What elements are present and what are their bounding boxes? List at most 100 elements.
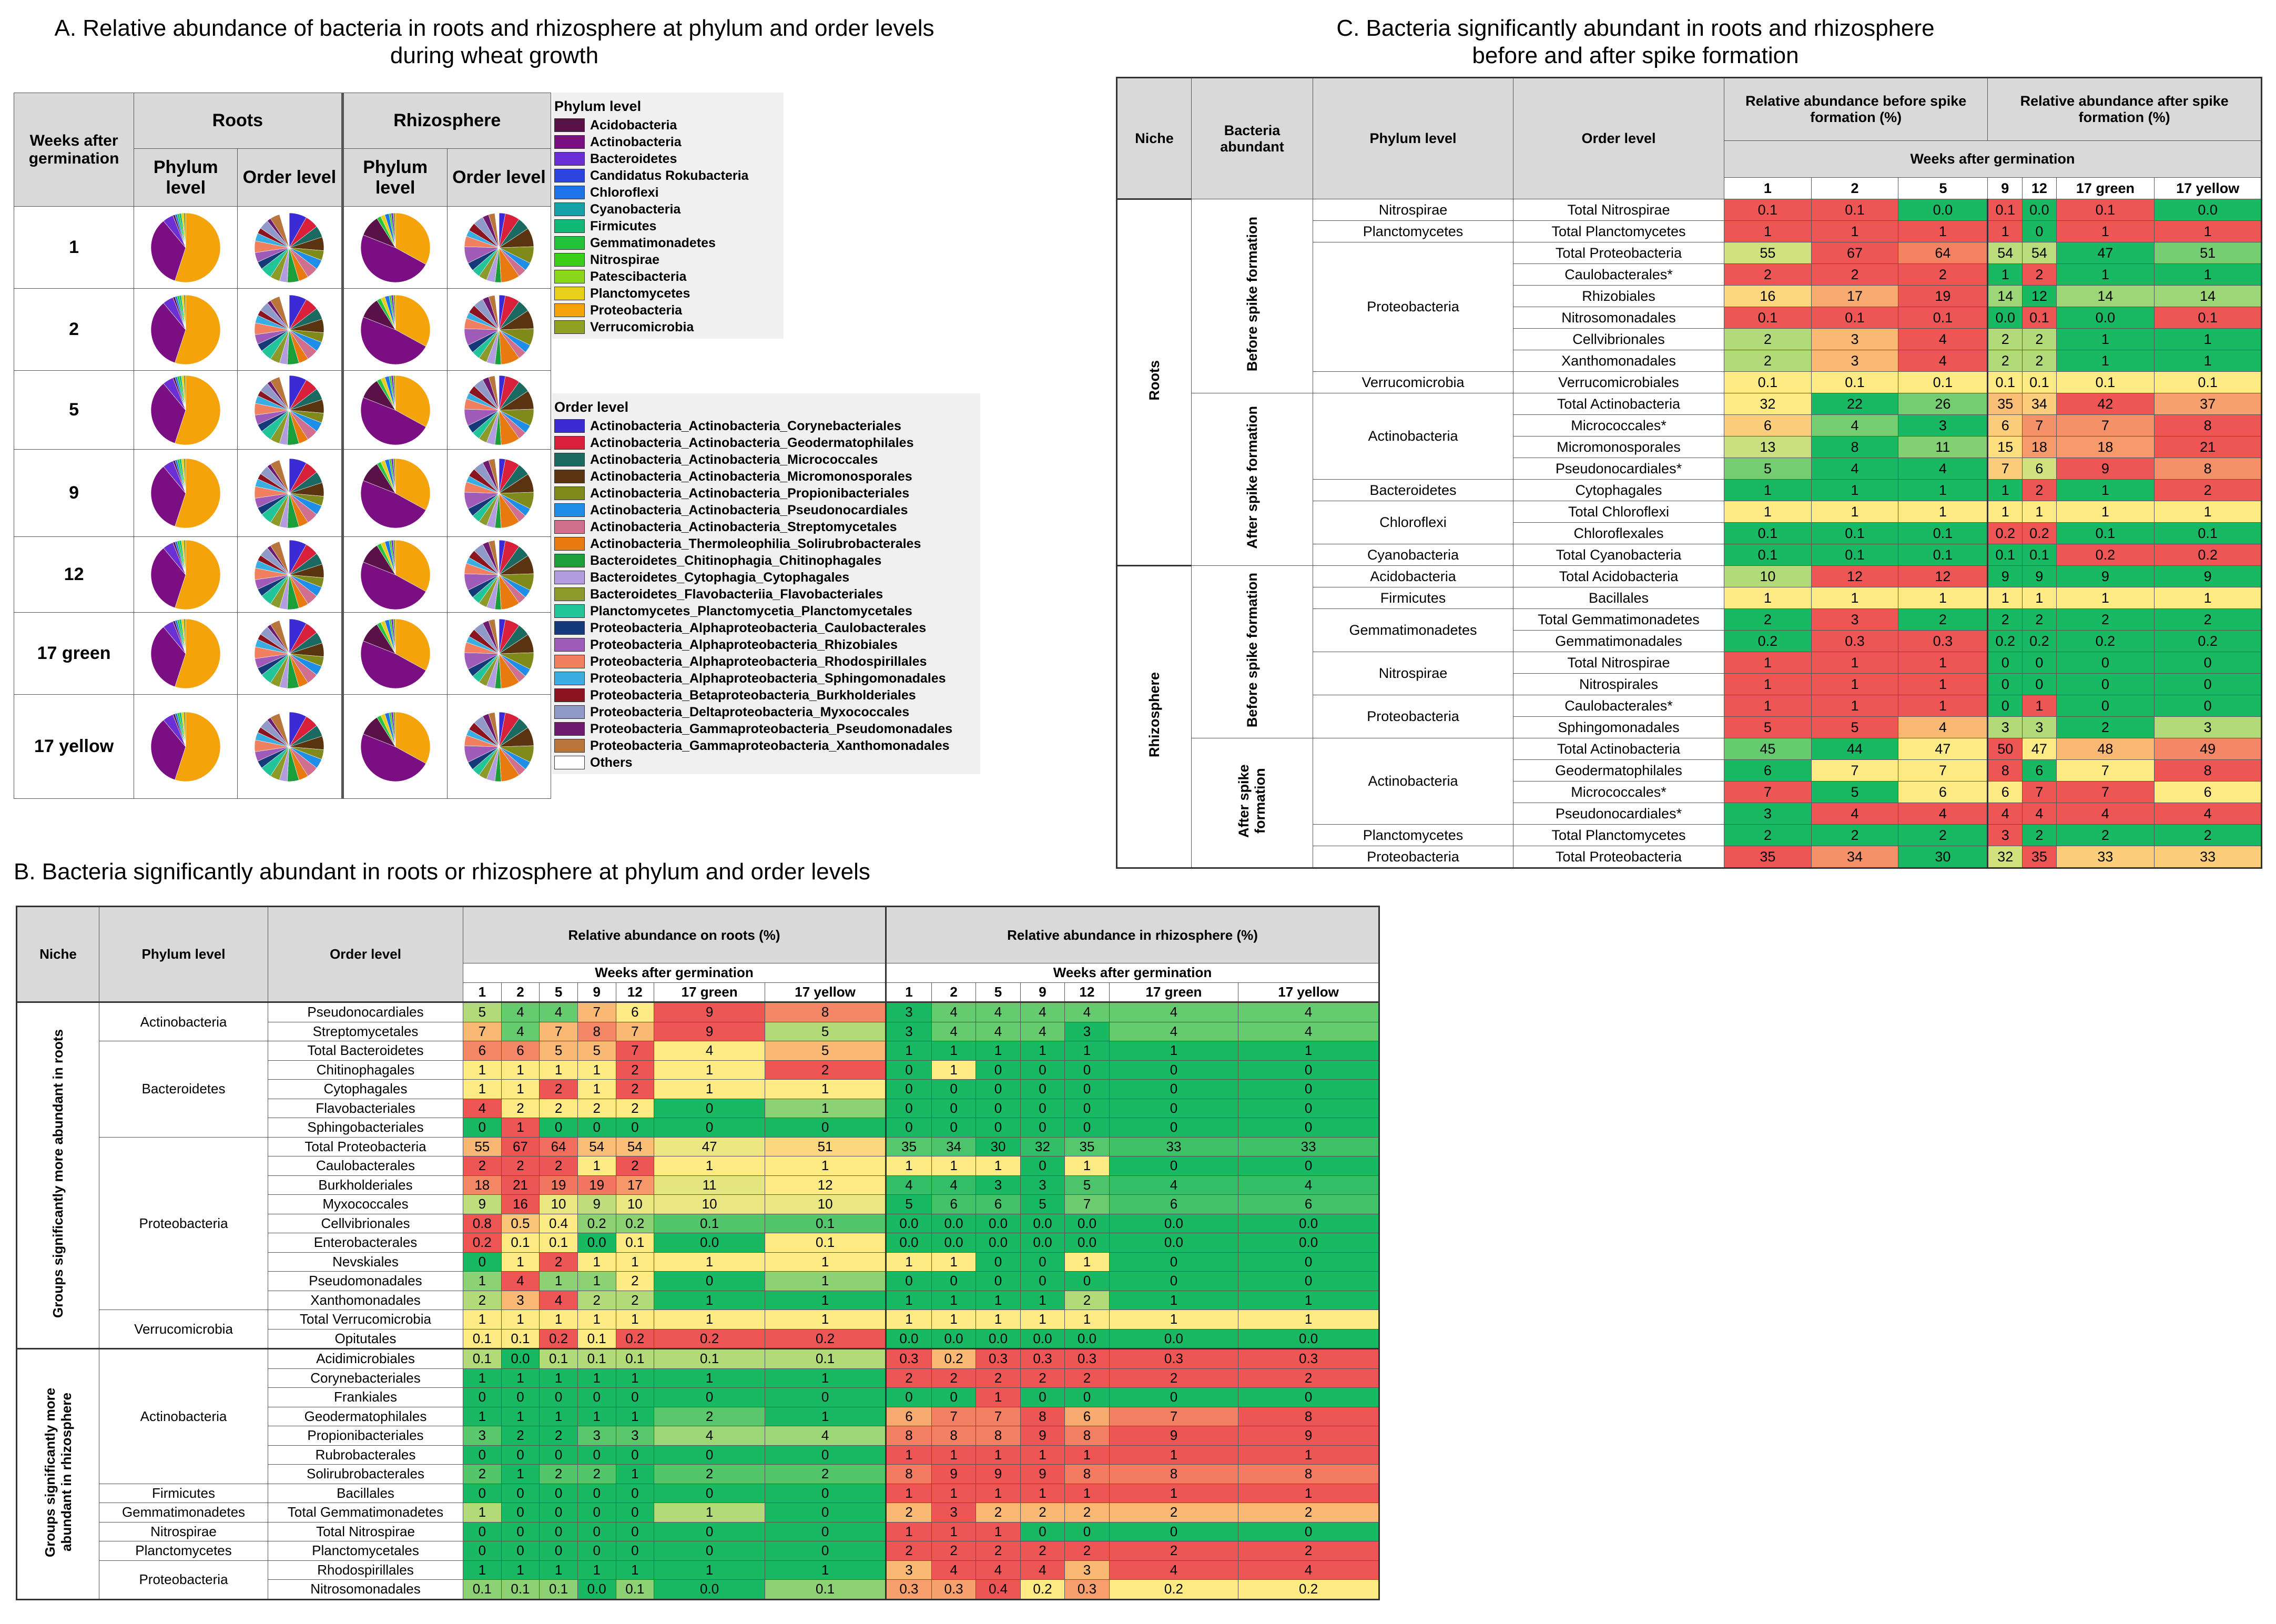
legend-swatch <box>554 537 585 551</box>
b-order-cell: Rhodospirillales <box>268 1560 463 1580</box>
c-value-cell: 0.1 <box>1811 522 1899 544</box>
b-rhizo-value: 8 <box>1064 1426 1110 1446</box>
b-rhizo-value: 1 <box>1020 1041 1065 1061</box>
c-order-cell: Xanthomonadales <box>1513 350 1724 372</box>
b-roots-value: 1 <box>463 1310 502 1329</box>
rhizo-phylum-pie-slice <box>395 712 430 764</box>
roots-phylum-pie-slice <box>150 302 186 363</box>
legend-item: Actinobacteria_Actinobacteria_Micromonos… <box>554 468 980 485</box>
legend-label: Chloroflexi <box>590 185 659 200</box>
c-phylum-cell: Acidobacteria <box>1313 565 1513 587</box>
b-order-cell: Nitrosomonadales <box>268 1579 463 1600</box>
b-rhizo-value: 2 <box>1238 1541 1379 1561</box>
b-roots-value: 1 <box>654 1560 766 1580</box>
c-row: Proteobacteria Caulobacterales* 1 1 1 0 1 0 0 <box>1117 695 2262 738</box>
legend-label: Cyanobacteria <box>590 201 681 217</box>
c-phylum-cell: Cyanobacteria <box>1313 544 1513 566</box>
b-rhizo-value: 0.0 <box>931 1328 977 1349</box>
b-roots-value: 0 <box>463 1521 502 1541</box>
b-row: Burkholderiales 18 21 19 19 17 11 12 4 4 3 3 5 4 4 <box>17 1175 1379 1195</box>
b-week-col: 17 green <box>654 982 766 1002</box>
b-rhizo-value: 2 <box>1064 1503 1110 1522</box>
c-value-cell: 1 <box>1811 673 1899 695</box>
b-order-cell: Xanthomonadales <box>268 1290 463 1310</box>
b-order-cell: Total Nitrospirae <box>268 1521 463 1541</box>
legend-swatch <box>554 236 585 250</box>
b-phylum-cell: Proteobacteria <box>99 1136 268 1310</box>
c-value-cell: 0.1 <box>2056 199 2155 221</box>
b-roots-value: 1 <box>615 1368 655 1388</box>
b-rhizo-value: 3 <box>886 1021 932 1041</box>
legend-swatch <box>554 470 585 483</box>
c-phylum-cell: Chloroflexi <box>1313 501 1513 544</box>
legend-label: Planctomycetes_Planctomycetia_Planctomyc… <box>590 603 912 618</box>
b-roots-value: 0 <box>501 1541 540 1561</box>
c-row: Pseudonocardiales* 5 4 4 7 6 9 8 <box>1117 458 2262 480</box>
b-rhizo-value: 5 <box>1064 1175 1110 1195</box>
c-value-cell: 54 <box>1987 242 2023 264</box>
b-roots-value: 2 <box>539 1079 578 1099</box>
b-roots-value: 2 <box>539 1098 578 1118</box>
b-rhizo-value: 8 <box>886 1426 932 1446</box>
c-row: Nitrospirae Total Nitrospirae 1 1 1 0 0 0 0 <box>1117 652 2262 695</box>
pie-row: 17 yellow <box>13 694 552 799</box>
roots-phylum-pie <box>150 295 221 364</box>
c-value-cell: 0.2 <box>2056 544 2155 566</box>
b-rhizo-value: 0.3 <box>976 1348 1021 1369</box>
b-roots-value: 0.1 <box>765 1213 887 1233</box>
c-value-cell: 32 <box>1724 393 1812 415</box>
b-rhizo-value: 0 <box>886 1271 932 1291</box>
c-value-cell: 14 <box>2056 285 2155 307</box>
b-rhizo-value: 7 <box>976 1406 1021 1426</box>
b-rhizo-value: 9 <box>1020 1426 1065 1446</box>
b-roots-value: 0.2 <box>615 1213 655 1233</box>
b-rhizo-value: 2 <box>1109 1368 1239 1388</box>
b-rhizo-value: 0 <box>1238 1387 1379 1407</box>
b-rhizo-value: 1 <box>931 1252 977 1272</box>
b-rhizo-value: 1 <box>976 1310 1021 1329</box>
c-phylum-cell: Actinobacteria <box>1313 738 1513 825</box>
c-value-cell: 0 <box>2022 652 2057 674</box>
b-roots-value: 0 <box>765 1387 887 1407</box>
b-roots-value: 0 <box>615 1541 655 1561</box>
section-b-table: Niche Phylum level Order level Relative abu… <box>16 906 1380 1600</box>
c-value-cell: 8 <box>1811 436 1899 458</box>
b-rhizo-value: 8 <box>1109 1464 1239 1484</box>
legend-swatch <box>554 219 585 233</box>
c-row: Gemmatimonadetes Total Gemmatimonadetes 2 3… <box>1117 608 2262 652</box>
b-order-cell: Pseudomonadales <box>268 1271 463 1291</box>
section-b-title: B. Bacteria significantly abundant in ro… <box>14 859 870 885</box>
b-roots-value: 0 <box>654 1445 766 1465</box>
b-row: Solirubrobacterales 2 1 2 2 1 2 2 8 9 9 9 8 8 8 <box>17 1464 1379 1484</box>
c-value-cell: 3 <box>1811 350 1899 372</box>
c-row: Planctomycetes Total Planctomycetes 2 2 2 3 2 2… <box>1117 824 2262 846</box>
b-roots-value: 10 <box>765 1194 887 1214</box>
b-roots-value: 1 <box>539 1406 578 1426</box>
c-order-cell: Micromonosporales <box>1513 436 1724 458</box>
b-roots-value: 0.0 <box>577 1579 616 1600</box>
legend-swatch <box>554 436 585 450</box>
b-rhizo-value: 1 <box>931 1060 977 1080</box>
c-order-cell: Micrococcales* <box>1513 414 1724 437</box>
b-rhizo-value: 2 <box>1064 1541 1110 1561</box>
b-roots-value: 0.1 <box>501 1328 540 1349</box>
b-rhizo-value: 1 <box>886 1252 932 1272</box>
b-roots-value: 1 <box>654 1252 766 1272</box>
b-rhizo-value: 1 <box>1238 1310 1379 1329</box>
rhizo-phylum-pie-slice <box>395 540 430 592</box>
roots-phylum-pie-slice <box>183 375 186 410</box>
b-roots-value: 0.0 <box>654 1233 766 1253</box>
b-rhizo-value: 0 <box>886 1387 932 1407</box>
b-rhizo-value: 35 <box>886 1136 932 1156</box>
b-roots-value: 0 <box>501 1503 540 1522</box>
order-legend-title: Order level <box>554 399 629 415</box>
legend-label: Gemmatimonadetes <box>590 235 716 250</box>
c-value-cell: 1 <box>2022 695 2057 717</box>
c-row: Micrococcales* 7 5 6 6 7 7 6 <box>1117 781 2262 803</box>
week-label: 9 <box>13 449 135 537</box>
b-roots-value: 0.1 <box>654 1213 766 1233</box>
roots-phylum-pie-slice <box>183 712 186 747</box>
c-value-cell: 6 <box>2022 759 2057 781</box>
b-roots-value: 1 <box>577 1560 616 1580</box>
c-order-cell: Gemmatimonadales <box>1513 630 1724 652</box>
